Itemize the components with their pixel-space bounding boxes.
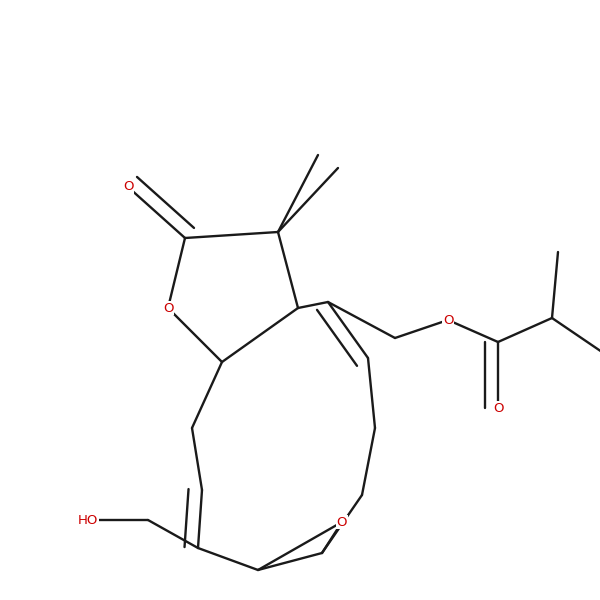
Text: O: O	[443, 313, 453, 326]
Text: HO: HO	[78, 514, 98, 527]
Text: O: O	[493, 401, 503, 415]
Text: O: O	[337, 515, 347, 529]
Text: O: O	[123, 181, 133, 193]
Text: O: O	[163, 301, 173, 314]
